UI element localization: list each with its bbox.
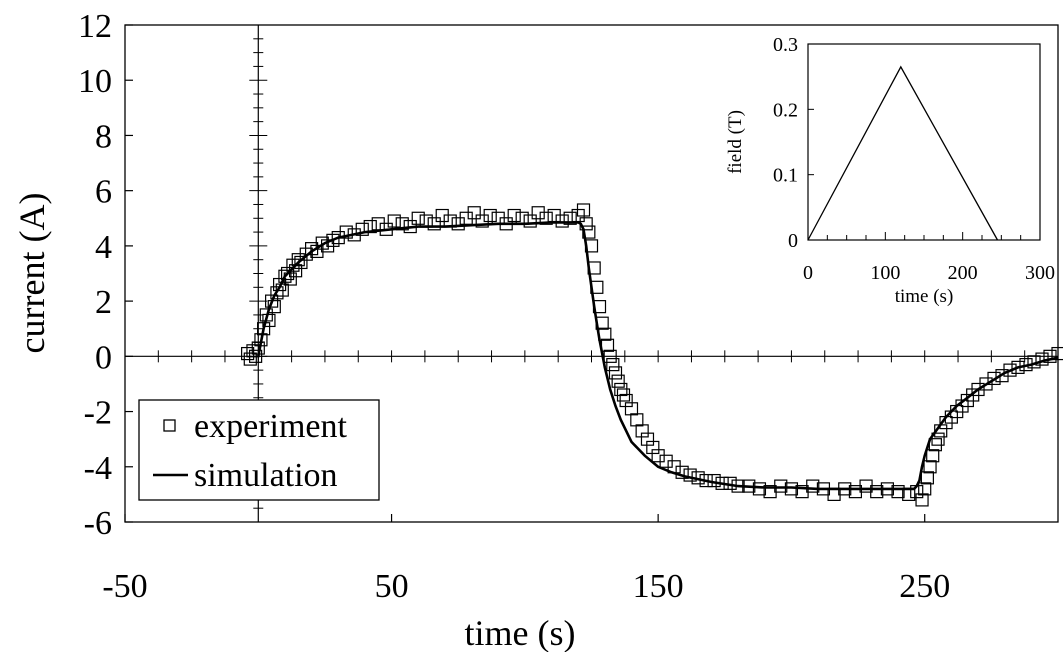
experiment-point [752, 482, 767, 496]
main-plot: -6 -4 -2 0 2 4 6 8 10 12 -50 50 150 250 time (s) cur… [12, 8, 1063, 652]
x-tick-label: 50 [375, 568, 409, 605]
y-tick-label: -4 [84, 450, 112, 487]
experiment-point [270, 286, 284, 300]
experiment-point [603, 349, 617, 363]
experiment-point [640, 432, 655, 446]
experiment-point [611, 374, 625, 388]
experiment-point [1003, 363, 1017, 377]
inset-x-tick-label: 0 [803, 262, 813, 284]
legend-label-simulation: simulation [194, 457, 338, 494]
inset-plot: 0 0.1 0.2 0.3 0 100 200 300 time (s) field (T) [725, 34, 1055, 307]
experiment-point [243, 352, 257, 366]
y-tick-label: 10 [78, 63, 112, 100]
experiment-point [646, 440, 660, 455]
main-plot-frame [124, 24, 1059, 523]
experiment-point [600, 338, 615, 352]
experiment-point [395, 217, 409, 231]
y-tick-label: 6 [95, 174, 112, 211]
experiment-point [635, 424, 649, 438]
experiment-point [326, 233, 340, 247]
y-tick-label: 2 [95, 284, 112, 321]
inset-field-line [807, 65, 999, 241]
experiment-point [915, 493, 929, 507]
experiment-point [891, 485, 905, 499]
experiment-point [624, 402, 639, 416]
inset-x-tick-label: 300 [1025, 262, 1055, 284]
experiment-point [630, 413, 644, 427]
legend: experiment simulation [138, 399, 380, 501]
legend-marker-experiment [163, 419, 176, 432]
y-axis-label: current (A) [12, 193, 52, 354]
experiment-point [387, 214, 401, 228]
experiment-point [576, 203, 591, 217]
experiment-point [507, 208, 521, 223]
experiment-point [523, 214, 537, 228]
experiment-point [1043, 349, 1057, 363]
experiment-point [608, 366, 623, 380]
experiment-point [931, 432, 945, 446]
experiment-point [262, 313, 276, 328]
inset-x-ticks: 0 100 200 300 [803, 232, 1055, 284]
experiment-point [427, 217, 441, 231]
experiment-point [563, 211, 577, 225]
simulation-line [257, 221, 1059, 491]
x-axis-label: time (s) [465, 613, 576, 652]
inset-x-tick-label: 100 [870, 262, 900, 284]
inset-y-axis-label: field (T) [725, 110, 746, 174]
experiment-point [806, 479, 820, 493]
experiment-point [249, 349, 263, 363]
y-tick-label: 12 [78, 8, 112, 45]
experiment-point [675, 465, 689, 479]
experiment-point [555, 214, 569, 228]
x-tick-label: 250 [899, 568, 950, 605]
experiment-point [598, 327, 612, 341]
experiment-point [419, 214, 433, 228]
main-x-ticks: -50 50 150 250 [102, 514, 950, 605]
inset-y-ticks: 0 0.1 0.2 0.3 [773, 34, 814, 252]
inset-y-tick-label: 0.2 [773, 99, 798, 121]
inset-x-tick-label: 200 [948, 262, 978, 284]
experiment-point [918, 482, 932, 496]
y-tick-label: 8 [95, 118, 112, 155]
inset-y-tick-label: 0.3 [773, 34, 798, 56]
experiment-point [1051, 346, 1063, 361]
inset-y-tick-label: 0 [788, 230, 798, 252]
inset-x-axis-label: time (s) [895, 286, 954, 307]
experiment-point [411, 211, 425, 225]
experiment-point [923, 460, 937, 474]
inset-y-tick-label: 0.1 [773, 165, 798, 187]
y-tick-label: 4 [95, 229, 112, 266]
experiment-point [355, 222, 369, 236]
experiment-point [926, 449, 940, 463]
experiment-point [619, 393, 633, 408]
y-tick-label: 0 [95, 339, 112, 376]
experiment-point [315, 236, 329, 250]
experiment-point [539, 211, 553, 225]
experiment-point [467, 206, 481, 220]
legend-label-experiment: experiment [194, 408, 347, 445]
experiment-point [294, 255, 308, 270]
experiment-point [774, 479, 788, 493]
experiment-point [870, 485, 884, 499]
experiment-point [606, 358, 620, 372]
experiment-point [339, 225, 353, 239]
experiment-point [483, 208, 497, 223]
y-tick-label: -6 [84, 505, 112, 542]
experiment-point [920, 471, 934, 485]
inset-frame [807, 43, 1041, 241]
main-y-ticks: -6 -4 -2 0 2 4 6 8 10 12 [78, 8, 133, 542]
legend-box [138, 399, 380, 501]
experiment-point [267, 300, 281, 314]
y-tick-label: -2 [84, 395, 112, 432]
x-tick-label: 150 [633, 568, 684, 605]
x-tick-label: -50 [102, 568, 147, 605]
experiment-point [987, 371, 1001, 386]
